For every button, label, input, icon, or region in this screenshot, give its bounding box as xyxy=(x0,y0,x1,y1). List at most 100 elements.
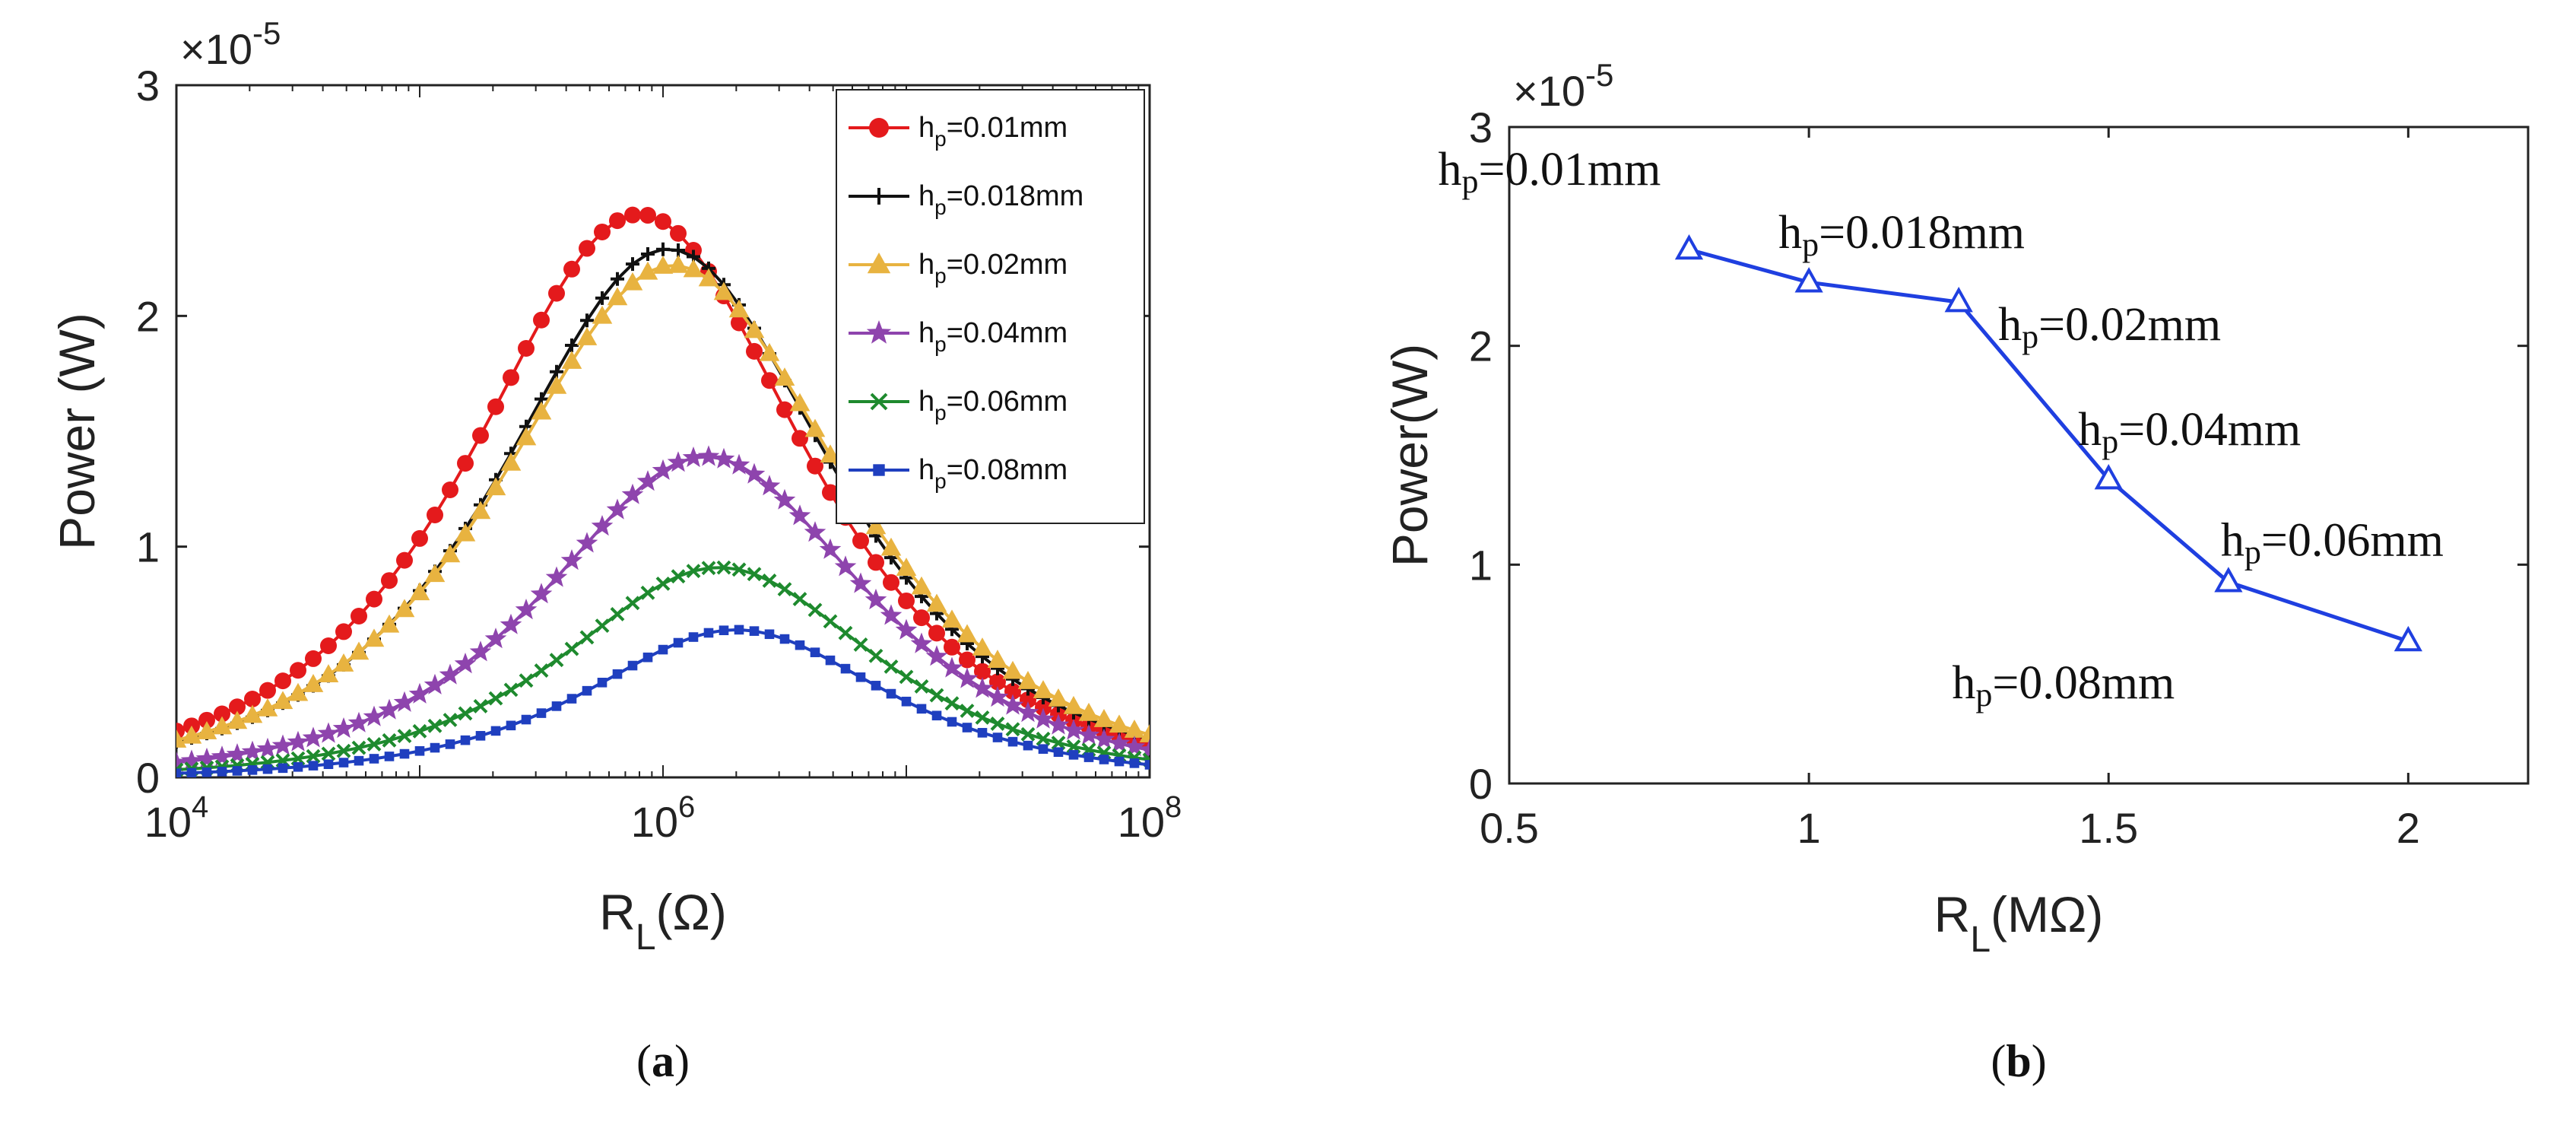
data-point-shape xyxy=(728,453,750,475)
data-point xyxy=(716,560,731,575)
data-point xyxy=(941,609,963,628)
data-point-shape xyxy=(914,678,929,694)
data-point-shape xyxy=(1674,234,1704,260)
data-point xyxy=(913,609,930,627)
data-point-shape xyxy=(176,768,182,777)
data-point xyxy=(412,723,427,739)
data-point xyxy=(1114,756,1125,767)
data-point-shape xyxy=(1023,740,1033,751)
data-point xyxy=(457,455,474,472)
data-point-shape xyxy=(776,401,793,418)
xtick-label-b: 1 xyxy=(1797,804,1821,852)
data-point-shape xyxy=(533,311,550,329)
data-point-shape xyxy=(303,674,324,692)
data-point xyxy=(883,574,899,591)
data-point xyxy=(290,662,306,679)
data-point xyxy=(335,623,352,640)
data-point xyxy=(424,673,446,694)
data-point-shape xyxy=(911,576,932,595)
data-point-shape xyxy=(534,663,549,678)
series-h_p=0.01mm xyxy=(176,206,1150,753)
data-point-shape xyxy=(308,761,319,771)
data-point-shape xyxy=(624,206,641,224)
data-point xyxy=(1036,731,1051,746)
data-point-shape xyxy=(521,714,531,725)
data-point xyxy=(807,457,823,475)
data-point xyxy=(363,705,385,726)
data-point xyxy=(1944,287,1973,313)
data-point-shape xyxy=(1051,736,1066,751)
data-point-shape xyxy=(622,272,643,291)
data-point xyxy=(655,213,671,230)
data-point xyxy=(987,650,1008,668)
data-point-shape xyxy=(321,746,336,761)
data-point-shape xyxy=(488,691,503,706)
ytick-label-a: 1 xyxy=(136,523,160,571)
data-point-shape xyxy=(378,698,401,720)
data-point-shape xyxy=(901,696,912,707)
data-point-shape xyxy=(747,567,762,582)
data-point-shape xyxy=(549,653,564,668)
data-point xyxy=(2094,464,2123,490)
data-point xyxy=(731,562,747,577)
data-point-shape xyxy=(564,641,579,656)
data-point xyxy=(500,452,522,471)
data-point xyxy=(563,260,580,278)
data-point-shape xyxy=(834,555,857,577)
data-point-shape xyxy=(655,576,671,591)
data-point xyxy=(899,669,914,685)
data-point-shape xyxy=(962,723,972,733)
data-point xyxy=(671,569,686,584)
data-point-shape xyxy=(671,569,686,584)
data-point xyxy=(916,704,927,714)
data-point xyxy=(810,647,820,657)
data-point xyxy=(652,256,674,274)
data-point-shape xyxy=(427,507,443,524)
data-point xyxy=(576,532,598,553)
data-point-shape xyxy=(455,523,476,542)
data-point-shape xyxy=(591,515,614,536)
data-point xyxy=(379,614,400,633)
data-point xyxy=(244,691,261,708)
data-point-shape xyxy=(1794,267,1823,293)
data-point-shape xyxy=(1047,713,1070,735)
data-point-shape xyxy=(457,455,474,472)
data-point-shape xyxy=(773,488,796,510)
data-point xyxy=(990,717,1005,731)
data-point xyxy=(639,207,656,224)
data-point xyxy=(408,682,431,704)
data-point xyxy=(1035,699,1052,717)
data-point-shape xyxy=(487,398,504,415)
data-point-shape xyxy=(683,259,704,278)
legend-marker-shape xyxy=(871,188,887,205)
data-point xyxy=(1033,680,1054,698)
data-point xyxy=(271,734,294,755)
data-point xyxy=(565,338,579,352)
data-point-shape xyxy=(804,418,826,437)
data-point-shape xyxy=(929,688,944,703)
data-point-shape xyxy=(701,561,716,576)
data-point-shape xyxy=(290,662,306,679)
data-point xyxy=(484,628,507,649)
data-point-shape xyxy=(411,529,428,547)
data-point xyxy=(351,740,366,755)
legend-entry: hp=0.04mm xyxy=(918,317,1068,356)
data-point-shape xyxy=(393,691,416,712)
y-multiplier-b: ×10-5 xyxy=(1513,57,1613,115)
point-annotation: hp=0.06mm xyxy=(2221,514,2444,570)
data-point xyxy=(241,740,264,761)
data-point-shape xyxy=(1053,747,1064,758)
data-point-shape xyxy=(896,558,917,576)
data-point-shape xyxy=(719,625,729,636)
data-point-shape xyxy=(427,718,443,733)
data-point-shape xyxy=(656,242,670,256)
data-point xyxy=(594,223,611,240)
data-point-shape xyxy=(1007,736,1018,747)
data-point xyxy=(941,656,963,678)
data-point xyxy=(516,427,537,446)
data-point xyxy=(626,257,639,272)
series-h_p=0.04mm xyxy=(176,445,1150,772)
data-point xyxy=(1051,736,1066,751)
data-point-shape xyxy=(795,640,805,650)
data-point-shape xyxy=(454,653,477,674)
